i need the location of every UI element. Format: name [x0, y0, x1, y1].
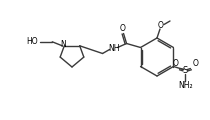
Text: HO: HO: [26, 37, 38, 46]
Text: NH: NH: [108, 44, 119, 53]
Text: O: O: [173, 59, 178, 68]
Text: NH₂: NH₂: [178, 81, 193, 90]
Text: O: O: [193, 59, 198, 68]
Text: S: S: [183, 66, 188, 75]
Text: O: O: [120, 24, 126, 33]
Text: O: O: [158, 21, 164, 30]
Text: N: N: [60, 40, 66, 49]
